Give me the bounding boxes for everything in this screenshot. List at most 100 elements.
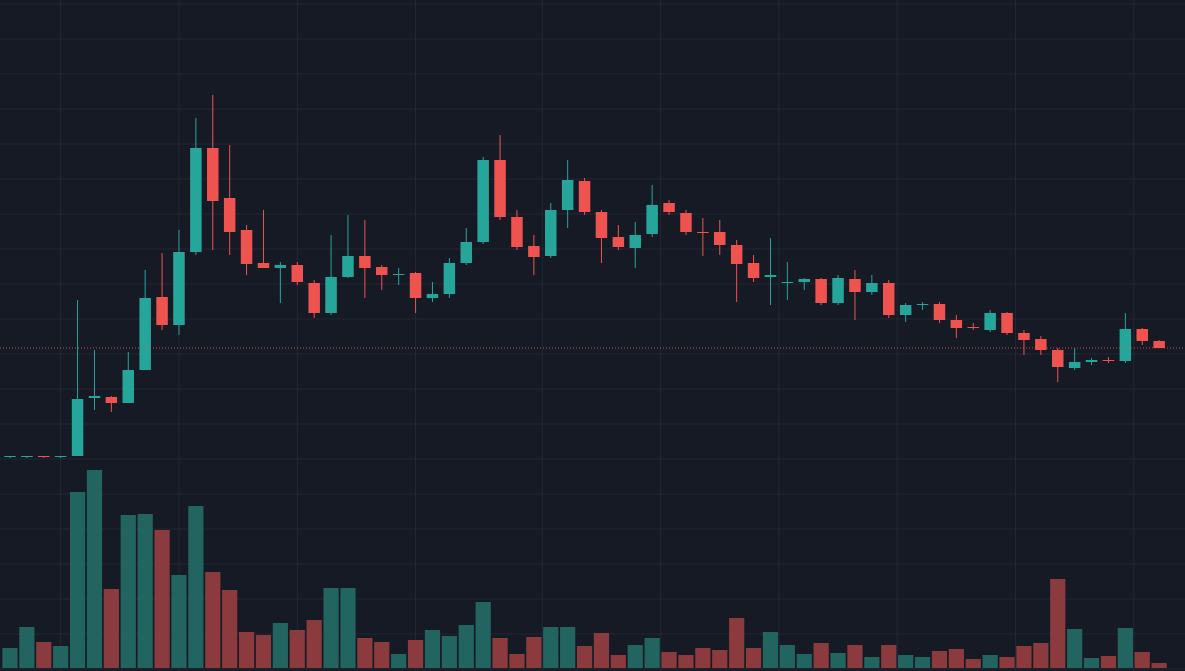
candle-body [460, 242, 473, 263]
candle-body [1119, 329, 1132, 361]
volume-bar [830, 653, 846, 668]
volume-bar [19, 627, 35, 668]
volume-bar [661, 652, 677, 668]
volume-bar [712, 650, 728, 668]
volume-bar [678, 655, 694, 668]
volume-bar [610, 655, 626, 668]
volume-bar [120, 515, 136, 668]
candle-body [71, 399, 84, 456]
volume-bar [1134, 652, 1150, 668]
candle-body [308, 283, 320, 313]
candle-body [1018, 333, 1030, 340]
volume-bar [762, 632, 779, 668]
volume-bar [898, 655, 914, 668]
candle-body [849, 279, 861, 292]
candle-body [511, 217, 523, 247]
volume-bar [137, 514, 153, 668]
volume-bar [982, 655, 998, 668]
volume-bar [188, 506, 204, 668]
candle-body [257, 263, 270, 268]
volume-bar [526, 637, 542, 668]
candle-body [105, 397, 118, 403]
volume-bar [1151, 663, 1167, 668]
candle-body [612, 237, 625, 247]
volume-bar [813, 643, 829, 668]
candle-body [1085, 360, 1098, 362]
candle-body [88, 396, 101, 398]
candle-body [714, 232, 726, 245]
volume-bar [53, 646, 69, 668]
volume-bar [306, 620, 322, 668]
volume-bar [999, 657, 1015, 668]
candle-body [781, 282, 794, 283]
candle-body [1068, 362, 1081, 368]
candle-body [1153, 341, 1165, 348]
candle-body [477, 160, 489, 242]
candle-body [578, 181, 591, 212]
volume-bar [745, 648, 762, 668]
candle-body [1102, 360, 1115, 361]
volume-bar [914, 657, 931, 668]
volume-bar [222, 590, 238, 668]
volume-bar [1033, 643, 1049, 668]
volume-bar [627, 645, 643, 668]
volume-bar [847, 645, 863, 668]
candle-body [274, 265, 287, 268]
volume-bar [255, 635, 272, 668]
volume-bar [2, 648, 18, 668]
volume-bar [205, 572, 221, 668]
volume-bar [695, 648, 711, 668]
volume-bar [391, 654, 407, 668]
candle-body [933, 304, 946, 320]
candle-body [815, 279, 827, 303]
candle-body [680, 213, 692, 232]
candle-body [697, 232, 709, 233]
candle-body [595, 212, 608, 238]
candle-body [38, 456, 50, 457]
candle-body [747, 263, 760, 278]
volume-bar [492, 638, 508, 668]
candle-body [866, 283, 878, 292]
candle-body [359, 256, 371, 268]
candle-body [156, 297, 168, 325]
candle-body [173, 252, 185, 325]
candle-body [663, 203, 675, 212]
volume-bar [729, 618, 745, 668]
volume-bar [1067, 629, 1083, 668]
volume-bar [458, 625, 474, 668]
volume-bar [154, 530, 170, 668]
volume-bar [931, 651, 948, 668]
volume-bar [407, 640, 424, 668]
candle-body [21, 456, 33, 457]
candle-body [223, 198, 236, 232]
volume-bar [475, 602, 491, 668]
candle-body [1052, 350, 1064, 367]
volume-bar [948, 649, 964, 668]
candle-body [832, 278, 844, 303]
candle-body [240, 230, 253, 264]
volume-bar [171, 575, 187, 668]
candle-body [122, 370, 135, 403]
candle-body [392, 274, 405, 275]
volume-bar [69, 492, 86, 668]
volume-bar [340, 588, 356, 668]
candle-body [883, 283, 895, 315]
volume-bar [560, 627, 576, 668]
candle-body [325, 277, 337, 313]
candle-body [899, 305, 912, 315]
candle-body [207, 148, 219, 201]
volume-bar [357, 638, 373, 668]
volume-bar [1016, 646, 1032, 668]
volume-bar [86, 470, 103, 668]
candle-body [4, 456, 16, 457]
candle-body [561, 180, 574, 210]
volume-bar [644, 638, 660, 668]
candle-body [376, 267, 388, 275]
candle-body [798, 279, 810, 282]
volume-bar [779, 645, 795, 668]
candle-body [629, 235, 642, 248]
candle-body [764, 275, 777, 277]
candle-body [528, 246, 540, 257]
